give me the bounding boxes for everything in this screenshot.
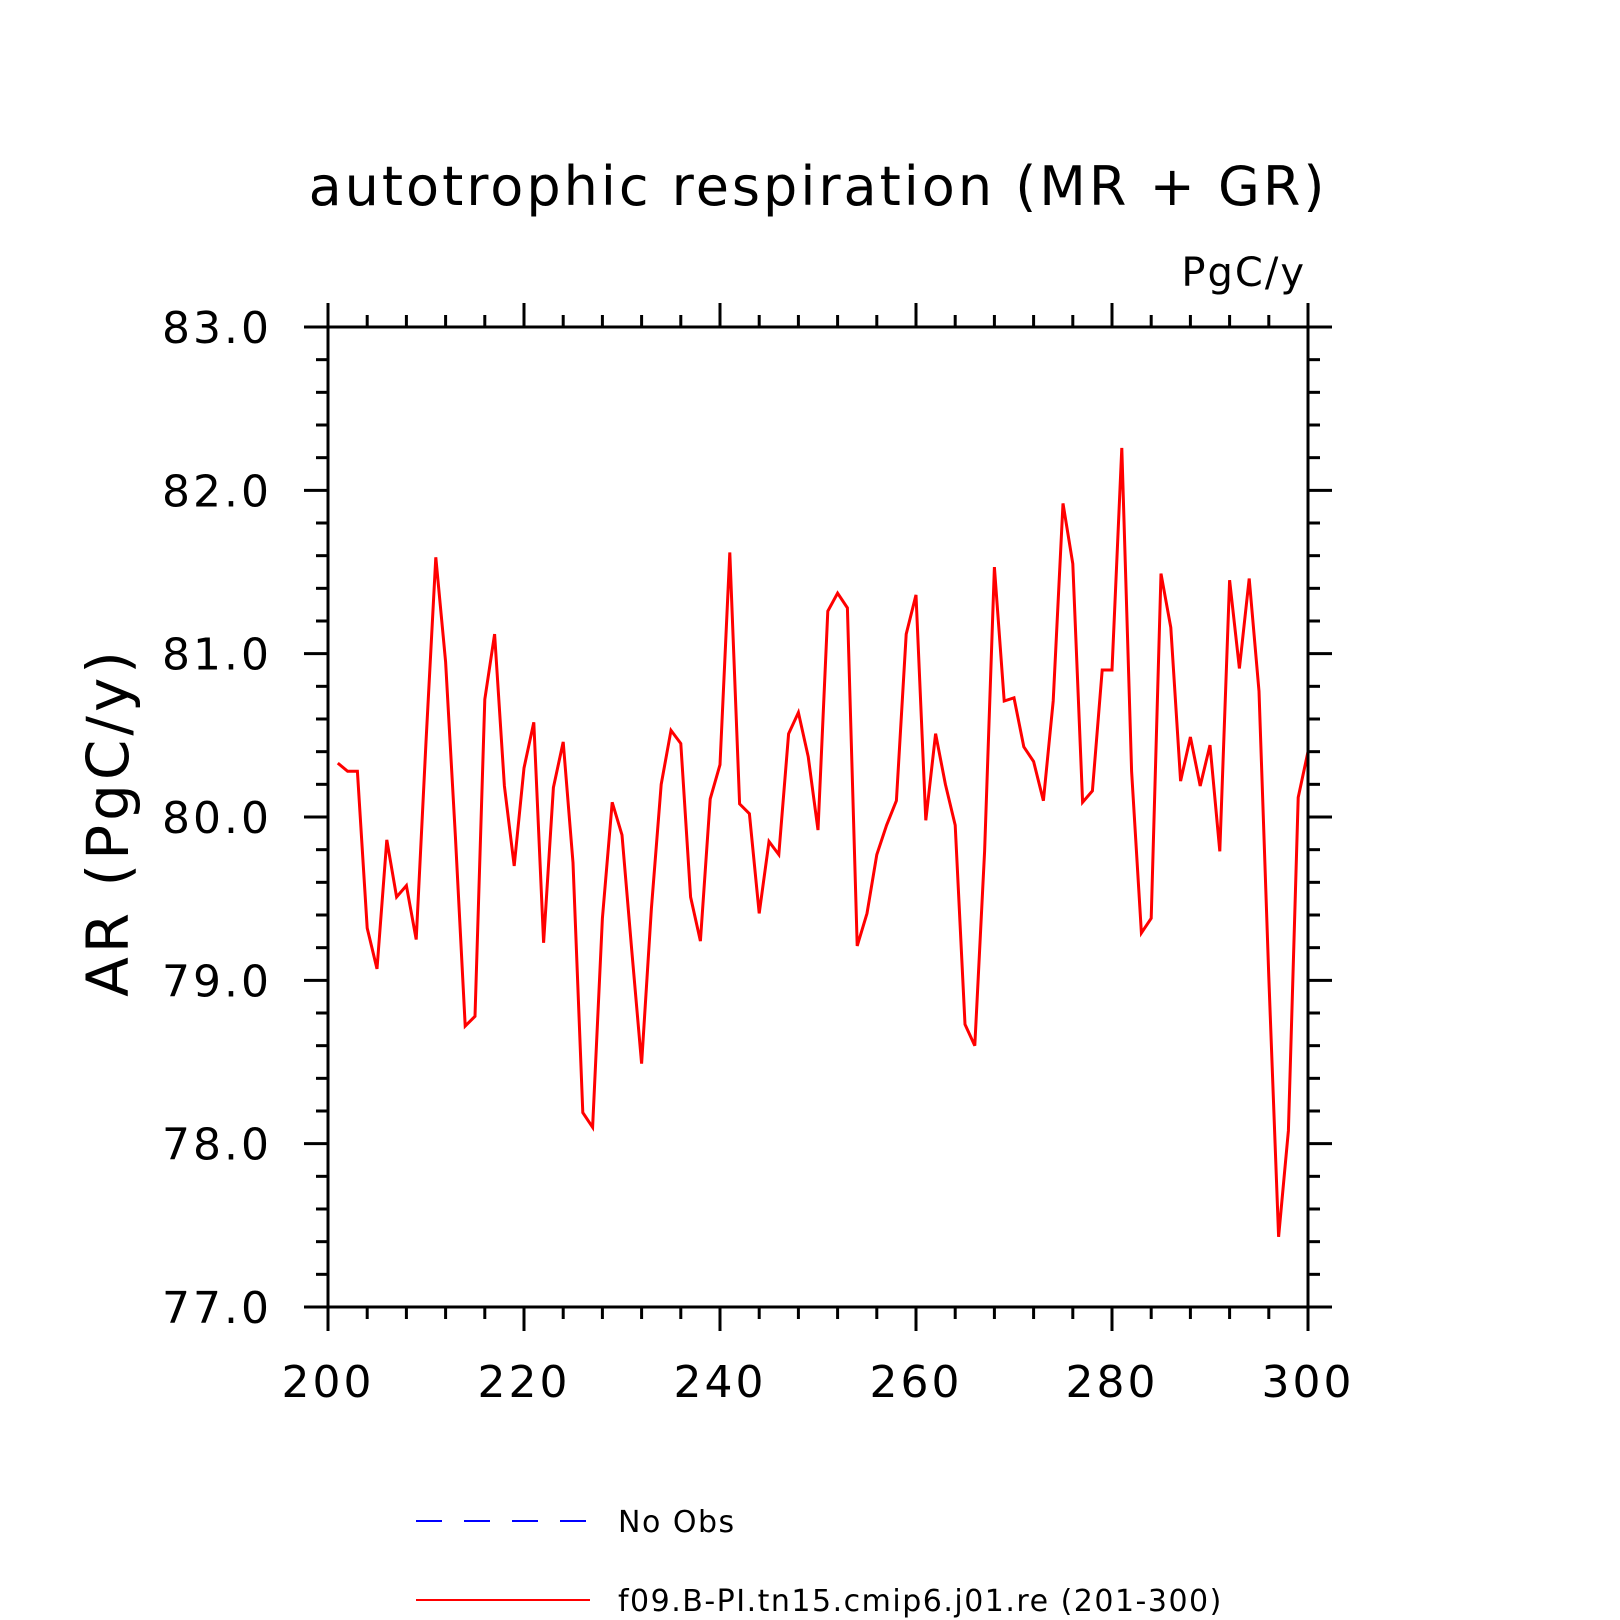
- legend: No Obs f09.B-PI.tn15.cmip6.j01.re (201-3…: [416, 1505, 1223, 1619]
- series-line: [336, 447, 1310, 1237]
- y-tick-label: 82.0: [162, 466, 272, 517]
- axis-ticks: [304, 303, 1332, 1331]
- units-label: PgC/y: [1181, 250, 1306, 296]
- tick-labels: 200 220 240 260 280 300 77.0 78.0 79.0 80.0 81.0 82…: [162, 303, 1355, 1408]
- y-tick-label: 77.0: [162, 1283, 272, 1334]
- y-tick-label: 79.0: [162, 956, 272, 1007]
- x-tick-label: 220: [478, 1357, 571, 1408]
- chart-title: autotrophic respiration (MR + GR): [309, 155, 1328, 218]
- plot-frame: [326, 325, 1310, 1309]
- x-tick-label: 260: [870, 1357, 963, 1408]
- legend-label-model: f09.B-PI.tn15.cmip6.j01.re (201-300): [618, 1584, 1223, 1619]
- x-tick-label: 200: [282, 1357, 375, 1408]
- x-tick-label: 300: [1262, 1357, 1355, 1408]
- series-layer: [336, 447, 1310, 1237]
- y-tick-label: 81.0: [162, 630, 272, 681]
- x-tick-label: 280: [1066, 1357, 1159, 1408]
- x-tick-label: 240: [674, 1357, 767, 1408]
- y-axis-label: AR (PgC/y): [74, 647, 142, 997]
- y-tick-label: 80.0: [162, 793, 272, 844]
- legend-label-no-obs: No Obs: [618, 1505, 736, 1540]
- y-tick-label: 83.0: [162, 303, 272, 354]
- y-tick-label: 78.0: [162, 1120, 272, 1171]
